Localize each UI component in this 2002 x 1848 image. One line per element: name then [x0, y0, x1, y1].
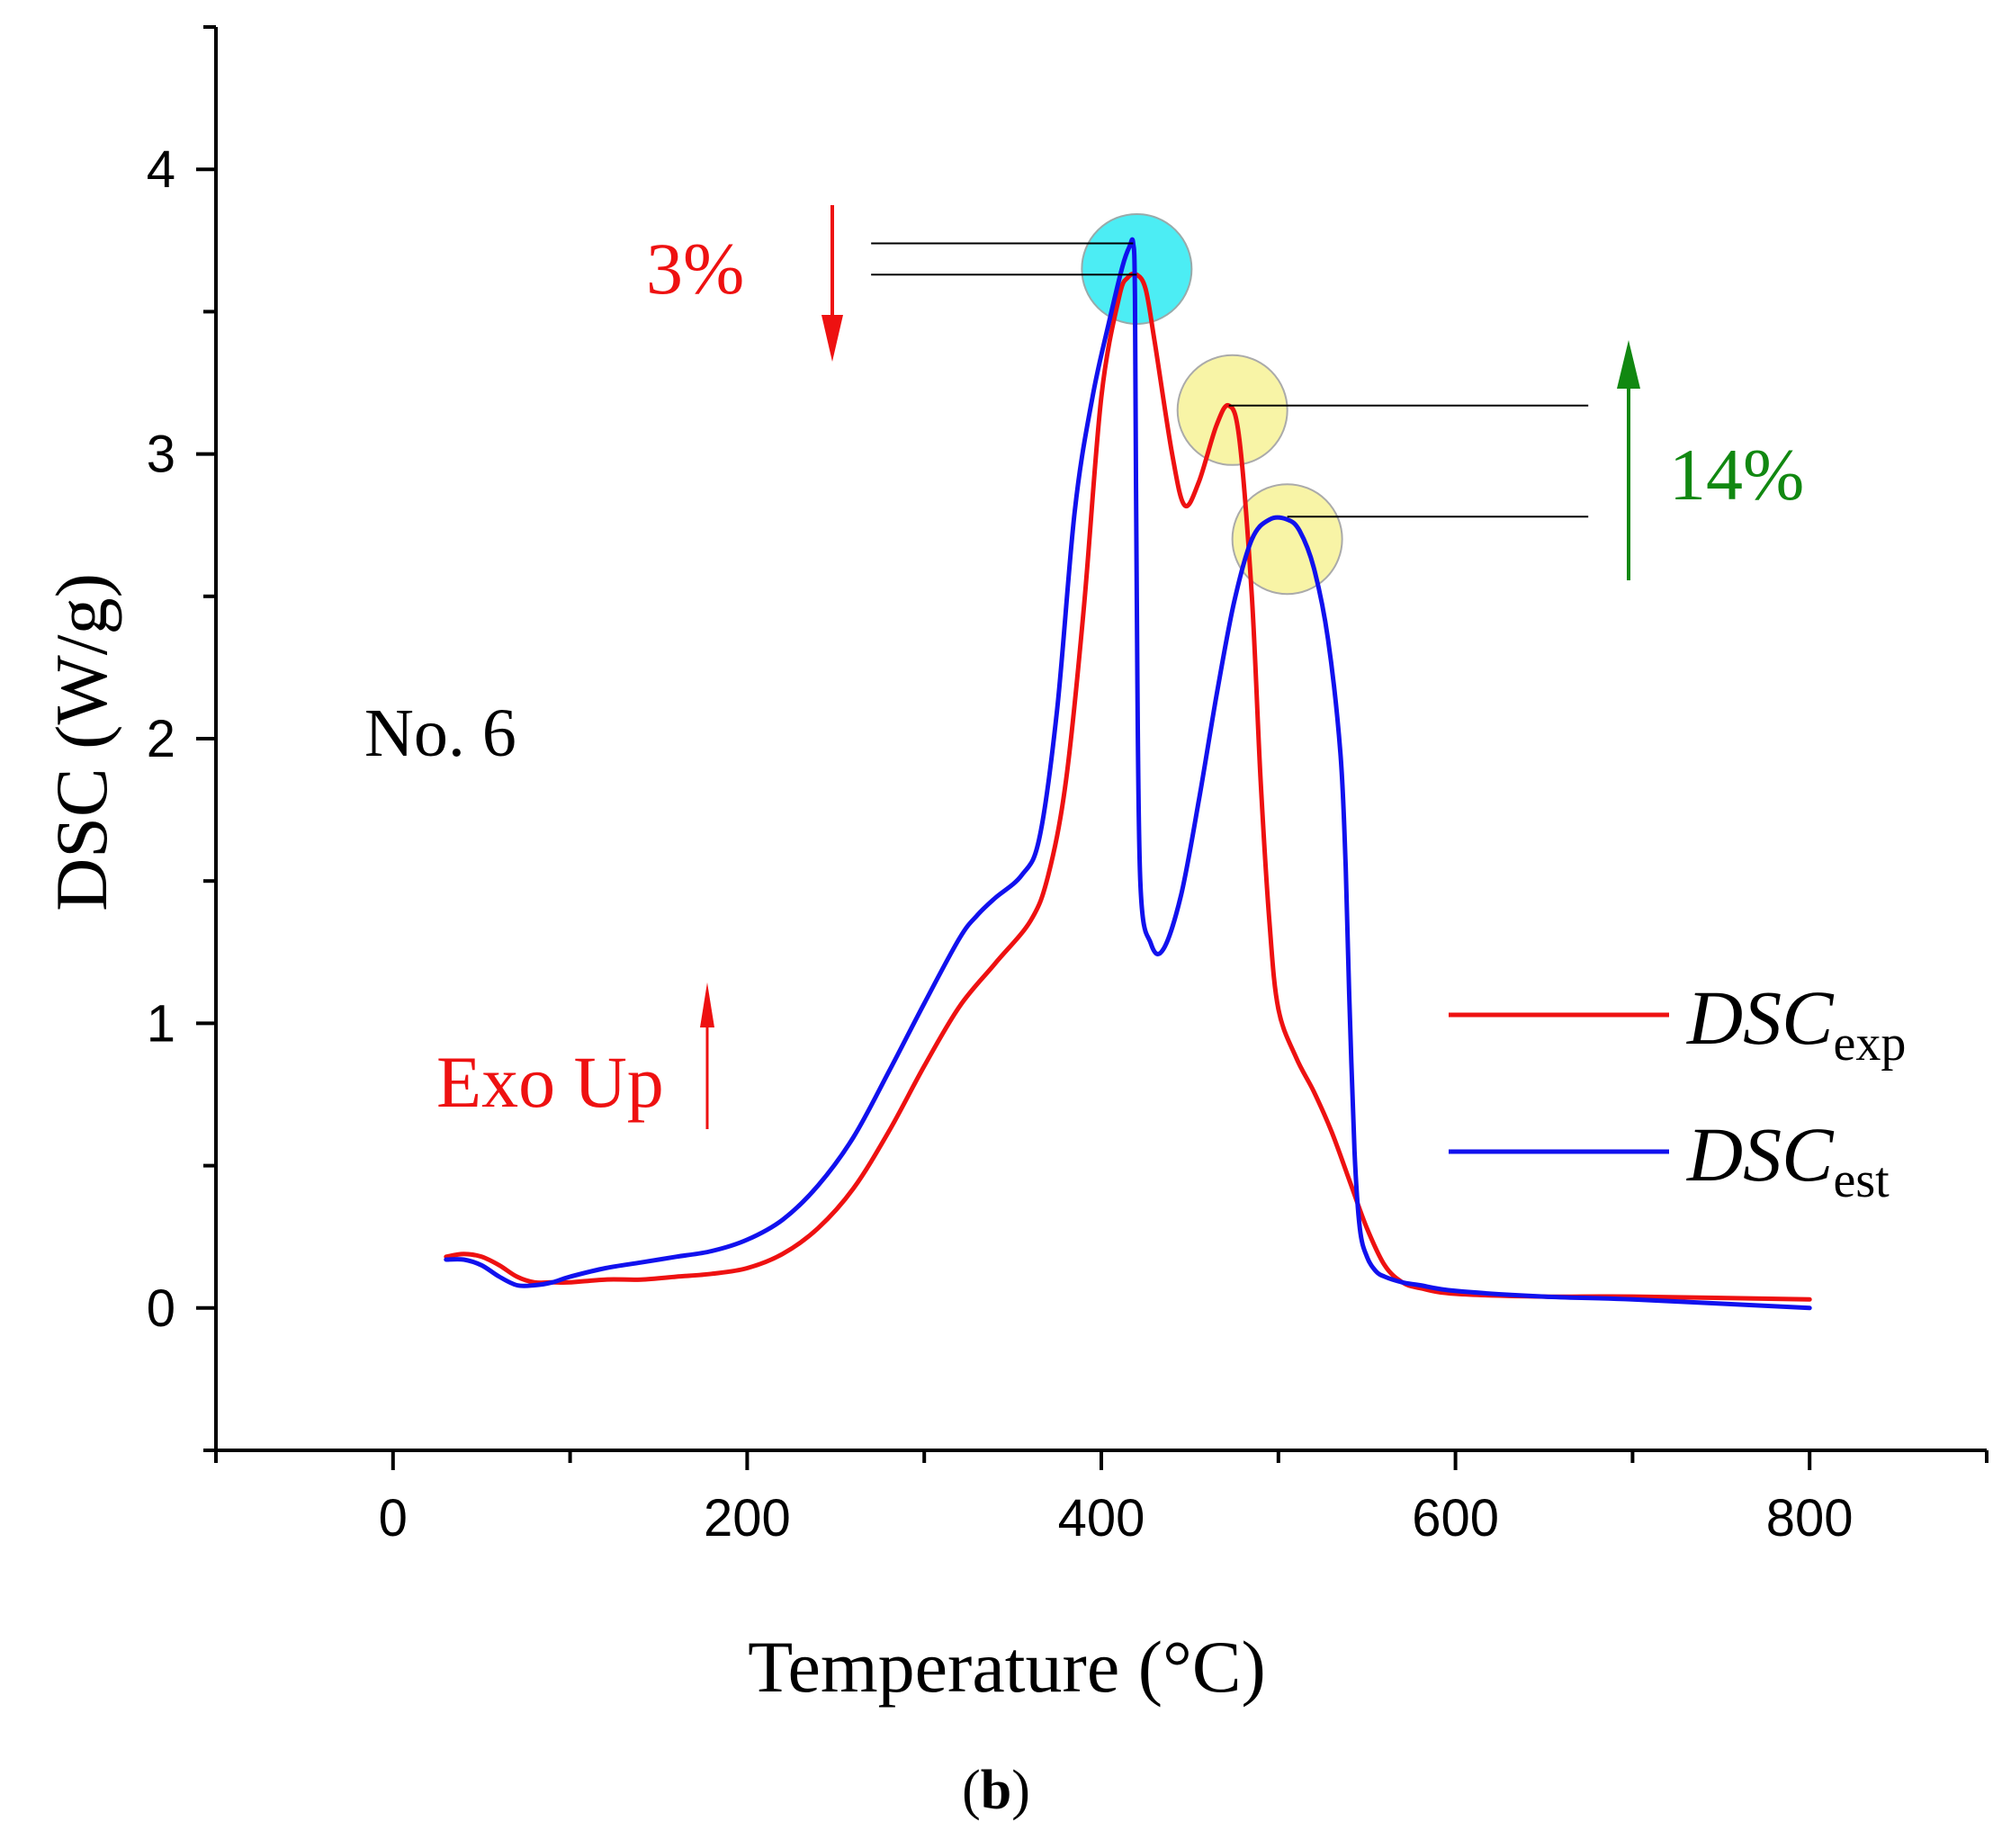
x-tick-label: 200: [704, 1489, 791, 1547]
x-tick-label: 800: [1766, 1489, 1854, 1547]
y-tick-label: 0: [147, 1279, 175, 1338]
series-dsc-est-line: [444, 237, 1812, 1311]
legend-label-exp: DSCexp: [1686, 974, 1906, 1072]
sample-label: No. 6: [364, 695, 516, 771]
y-tick-label: 4: [147, 140, 175, 199]
pct-second-peak-label: 14%: [1669, 434, 1804, 516]
down-arrow-head-icon: [821, 315, 843, 362]
legend: DSCexp DSCest: [1449, 974, 1906, 1208]
y-ticks: 0 1 2 3 4: [147, 25, 216, 1452]
exo-up-label: Exo Up: [436, 1041, 664, 1123]
x-tick-label: 600: [1412, 1489, 1499, 1547]
x-ticks: 0 200 400 600 800: [214, 1450, 1989, 1547]
y-tick-label: 3: [147, 426, 175, 484]
y-axis-title: DSC (W/g): [40, 573, 122, 911]
panel-label: (b): [962, 1760, 1030, 1821]
y-tick-label: 1: [147, 994, 175, 1053]
up-arrow-head-icon: [1617, 340, 1640, 389]
x-tick-label: 400: [1058, 1489, 1145, 1547]
exo-up-arrow-head-icon: [700, 982, 714, 1027]
pct-first-peak-label: 3%: [646, 228, 744, 309]
x-axis-title: Temperature (°C): [748, 1626, 1266, 1708]
legend-label-est: DSCest: [1686, 1111, 1890, 1208]
y-tick-label: 2: [147, 710, 175, 768]
x-tick-label: 0: [379, 1489, 408, 1547]
series-dsc-exp-line: [444, 271, 1812, 1302]
